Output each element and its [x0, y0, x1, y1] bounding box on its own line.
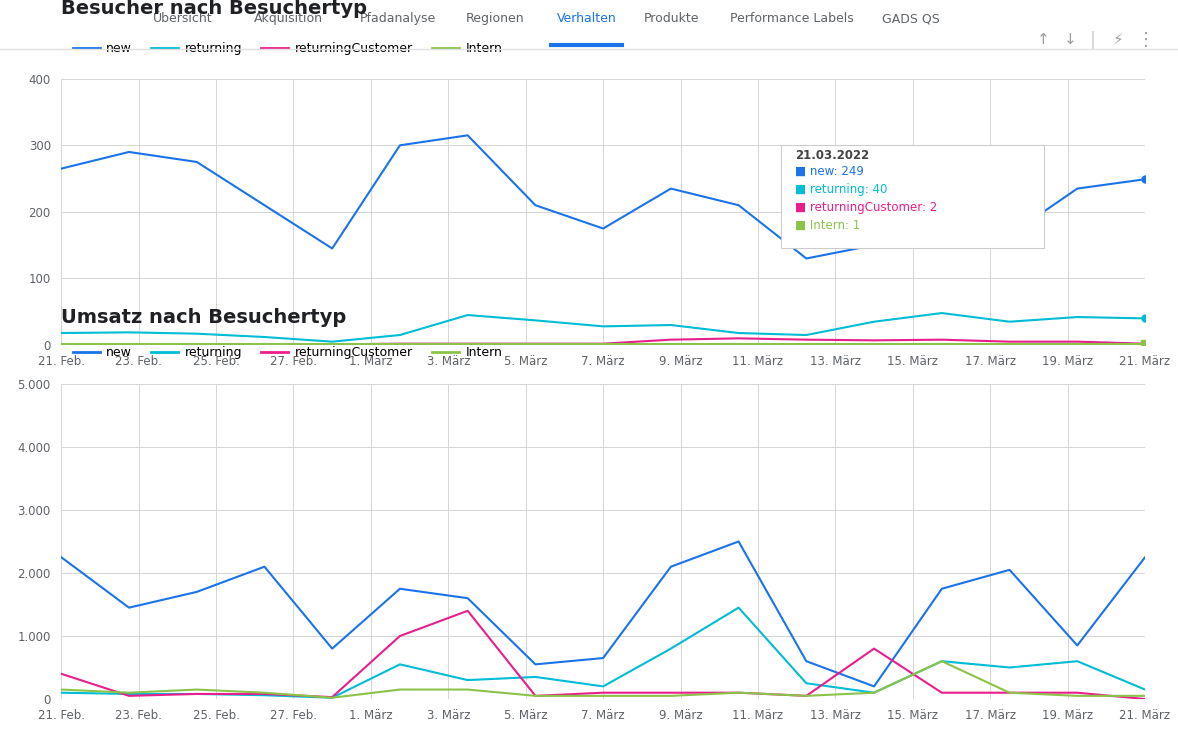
Text: Regionen: Regionen [465, 12, 524, 25]
Text: ↑: ↑ [1037, 32, 1050, 47]
Text: ■ returningCustomer: 2: ■ returningCustomer: 2 [795, 201, 938, 214]
Text: Übersicht: Übersicht [153, 12, 212, 25]
Text: GADS QS: GADS QS [881, 12, 940, 25]
Text: Verhalten: Verhalten [557, 12, 616, 25]
Text: Performance Labels: Performance Labels [729, 12, 854, 25]
Text: Pfadanalyse: Pfadanalyse [360, 12, 436, 25]
Text: ⚡: ⚡ [1113, 32, 1124, 47]
Text: ■ new: 249: ■ new: 249 [795, 165, 863, 178]
Text: ■ returning: 40: ■ returning: 40 [795, 183, 887, 196]
Text: ■ Intern: 1: ■ Intern: 1 [795, 219, 860, 232]
Text: Umsatz nach Besuchertyp: Umsatz nach Besuchertyp [61, 308, 346, 328]
Text: 21.03.2022: 21.03.2022 [795, 148, 869, 162]
Legend: new, returning, returningCustomer, Intern: new, returning, returningCustomer, Inter… [67, 37, 508, 60]
Text: Akquisition: Akquisition [254, 12, 323, 25]
Text: Besucher nach Besuchertyp: Besucher nach Besuchertyp [61, 0, 368, 18]
FancyBboxPatch shape [781, 146, 1045, 248]
Text: Produkte: Produkte [643, 12, 700, 25]
Text: ⋮: ⋮ [1137, 31, 1154, 49]
Text: |: | [1090, 31, 1096, 49]
Legend: new, returning, returningCustomer, Intern: new, returning, returningCustomer, Inter… [67, 341, 508, 364]
Text: ↓: ↓ [1064, 32, 1077, 47]
